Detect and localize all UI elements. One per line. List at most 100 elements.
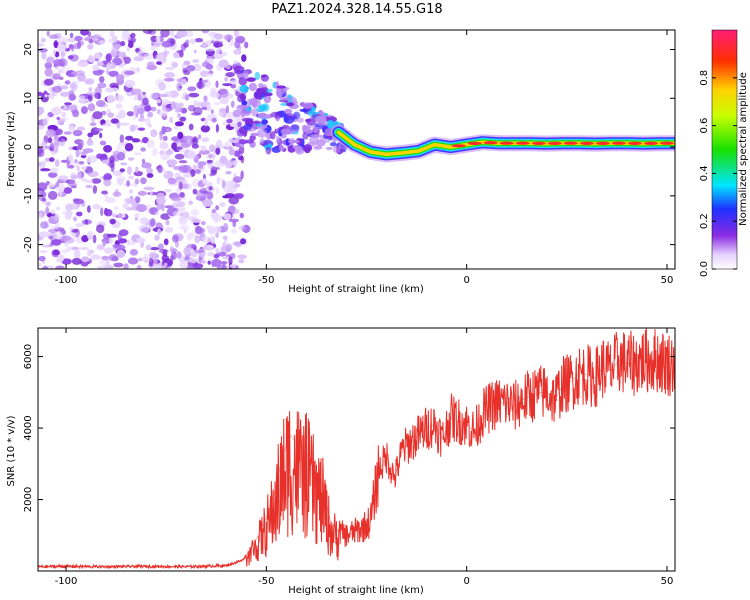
noise-blob (135, 166, 139, 173)
noise-blob (46, 30, 50, 36)
noise-blob (94, 92, 101, 99)
noise-blob (216, 48, 222, 55)
y-tick-label: 4000 (23, 415, 34, 440)
noise-blob (40, 37, 46, 43)
transition-blob (234, 70, 243, 74)
noise-blob (163, 262, 168, 267)
noise-blob (223, 188, 231, 193)
noise-blob (39, 160, 47, 166)
noise-blob (124, 143, 134, 152)
transition-blob (254, 71, 260, 81)
noise-blob (101, 123, 112, 127)
noise-blob (95, 40, 100, 45)
noise-blob (133, 170, 143, 177)
noise-blob (231, 228, 237, 234)
transition-blob (315, 115, 327, 123)
noise-blob (112, 191, 122, 197)
noise-blob (78, 95, 86, 103)
noise-blob (50, 209, 55, 215)
noise-blob (192, 138, 197, 143)
noise-blob (173, 200, 179, 205)
noise-blob (196, 102, 204, 107)
noise-blob (89, 122, 97, 126)
noise-blob (164, 72, 176, 79)
noise-blob (144, 117, 151, 126)
noise-blob (215, 205, 220, 211)
noise-blob (224, 77, 229, 82)
noise-blob (165, 66, 175, 71)
x-tick-label: -100 (55, 275, 78, 286)
noise-blob (45, 206, 50, 215)
noise-blob (213, 101, 221, 106)
noise-blob (126, 242, 136, 246)
noise-blob (161, 125, 166, 135)
noise-blob (44, 78, 54, 86)
noise-blob (97, 82, 107, 89)
ridge-peak (579, 141, 594, 145)
noise-blob (99, 140, 107, 146)
noise-blob (180, 206, 187, 212)
noise-blob (160, 108, 168, 117)
noise-blob (58, 69, 62, 75)
noise-blob (107, 112, 115, 118)
noise-blob (179, 216, 186, 223)
x-tick-label: -100 (55, 576, 78, 587)
noise-blob (116, 144, 122, 153)
noise-blob (241, 54, 247, 62)
spectrogram-x-ticks: -100 -50 0 50 (55, 30, 673, 286)
noise-blob (130, 32, 136, 38)
noise-blob (61, 258, 72, 265)
noise-blob (192, 188, 198, 195)
noise-blob (206, 104, 211, 111)
noise-blob (158, 249, 169, 254)
noise-blob (131, 88, 142, 96)
snr-frame (37, 327, 676, 572)
noise-blob (202, 42, 207, 48)
noise-blob (78, 161, 85, 165)
transition-blob (326, 146, 333, 151)
noise-blob (154, 234, 160, 241)
noise-blob (155, 36, 161, 42)
noise-blob (73, 198, 84, 205)
x-tick-label: 0 (463, 576, 469, 587)
noise-blob (146, 173, 154, 178)
noise-blob (232, 176, 243, 183)
noise-blob (67, 182, 78, 187)
transition-blob (242, 70, 249, 79)
ridge-peak (611, 141, 626, 145)
noise-blob (210, 109, 214, 114)
noise-blob (168, 30, 175, 37)
noise-blob (170, 102, 181, 110)
noise-blob (71, 246, 79, 250)
noise-blob (156, 99, 162, 104)
noise-blob (84, 219, 89, 225)
transition-blob (280, 97, 292, 101)
noise-blob (205, 40, 212, 47)
noise-blob (125, 200, 137, 205)
noise-blob (71, 229, 79, 233)
noise-blob (133, 96, 139, 101)
noise-blob (215, 123, 219, 133)
noise-blob (162, 135, 168, 141)
noise-blob (69, 32, 74, 38)
noise-blob (218, 112, 224, 116)
noise-blob (69, 83, 76, 89)
noise-blob (183, 70, 191, 75)
noise-blob (134, 178, 140, 185)
noise-blob (137, 50, 144, 57)
noise-blob (225, 105, 229, 114)
noise-blob (40, 191, 47, 198)
noise-blob (39, 250, 48, 253)
noise-blob (47, 137, 53, 144)
noise-blob (52, 91, 58, 97)
noise-blob (68, 125, 75, 132)
noise-blob (68, 44, 75, 50)
noise-blob (48, 236, 54, 240)
noise-blob (146, 139, 155, 149)
noise-blob (88, 87, 93, 92)
noise-blob (40, 221, 49, 229)
transition-blob (256, 128, 268, 138)
noise-blob (45, 115, 50, 123)
transition-blob (299, 108, 310, 112)
noise-blob (66, 37, 77, 43)
